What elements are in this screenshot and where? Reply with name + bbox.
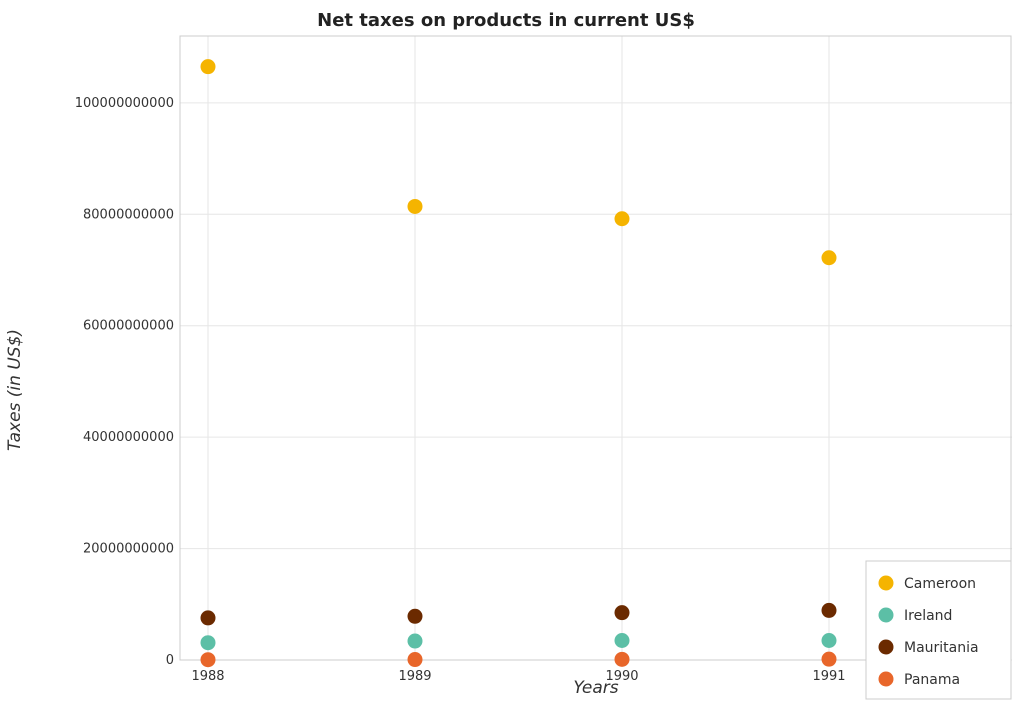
point-ireland bbox=[407, 633, 423, 649]
point-panama bbox=[614, 651, 630, 667]
x-tick-label: 1990 bbox=[605, 669, 638, 684]
point-cameroon bbox=[614, 211, 630, 227]
point-ireland bbox=[614, 633, 630, 648]
point-panama bbox=[821, 651, 837, 667]
y-tick-label: 60000000000 bbox=[83, 319, 174, 334]
point-panama bbox=[407, 652, 423, 668]
grid bbox=[180, 36, 1012, 661]
y-axis-ticks: 0 20000000000 40000000000 60000000000 800000… bbox=[75, 96, 174, 668]
legend-marker-mauritania bbox=[878, 639, 894, 655]
legend-marker-cameroon bbox=[878, 575, 894, 591]
point-cameroon bbox=[407, 198, 423, 214]
y-tick-label: 20000000000 bbox=[83, 542, 174, 557]
y-tick-label: 100000000000 bbox=[75, 96, 174, 111]
point-mauritania bbox=[821, 602, 837, 618]
point-ireland bbox=[200, 635, 216, 651]
legend-label-mauritania: Mauritania bbox=[904, 640, 979, 656]
x-tick-label: 1988 bbox=[191, 669, 224, 684]
point-mauritania bbox=[407, 608, 423, 624]
point-cameroon bbox=[200, 59, 216, 75]
x-axis-ticks: 1988 1989 1990 1991 bbox=[191, 669, 845, 684]
legend-marker-ireland bbox=[878, 607, 894, 623]
legend: Cameroon Ireland Mauritania Panama bbox=[865, 560, 1012, 700]
plot-frame bbox=[179, 35, 1012, 661]
y-tick-label: 80000000000 bbox=[83, 207, 174, 222]
chart-title: Net taxes on products in current US$ bbox=[317, 10, 695, 31]
data-points bbox=[200, 59, 837, 668]
point-mauritania bbox=[614, 605, 630, 621]
y-tick-label: 40000000000 bbox=[83, 430, 174, 445]
y-tick-label: 0 bbox=[166, 653, 174, 668]
x-tick-label: 1989 bbox=[398, 669, 431, 684]
y-axis-title: Taxes (in US$) bbox=[5, 329, 25, 451]
x-tick-label: 1991 bbox=[812, 669, 845, 684]
point-ireland bbox=[821, 633, 837, 648]
point-mauritania bbox=[200, 610, 216, 626]
legend-label-cameroon: Cameroon bbox=[904, 576, 976, 592]
legend-label-panama: Panama bbox=[904, 672, 960, 688]
x-axis-title: Years bbox=[573, 678, 618, 698]
point-panama bbox=[200, 652, 216, 668]
point-cameroon bbox=[821, 250, 837, 266]
legend-marker-panama bbox=[878, 671, 894, 687]
legend-label-ireland: Ireland bbox=[904, 608, 952, 624]
